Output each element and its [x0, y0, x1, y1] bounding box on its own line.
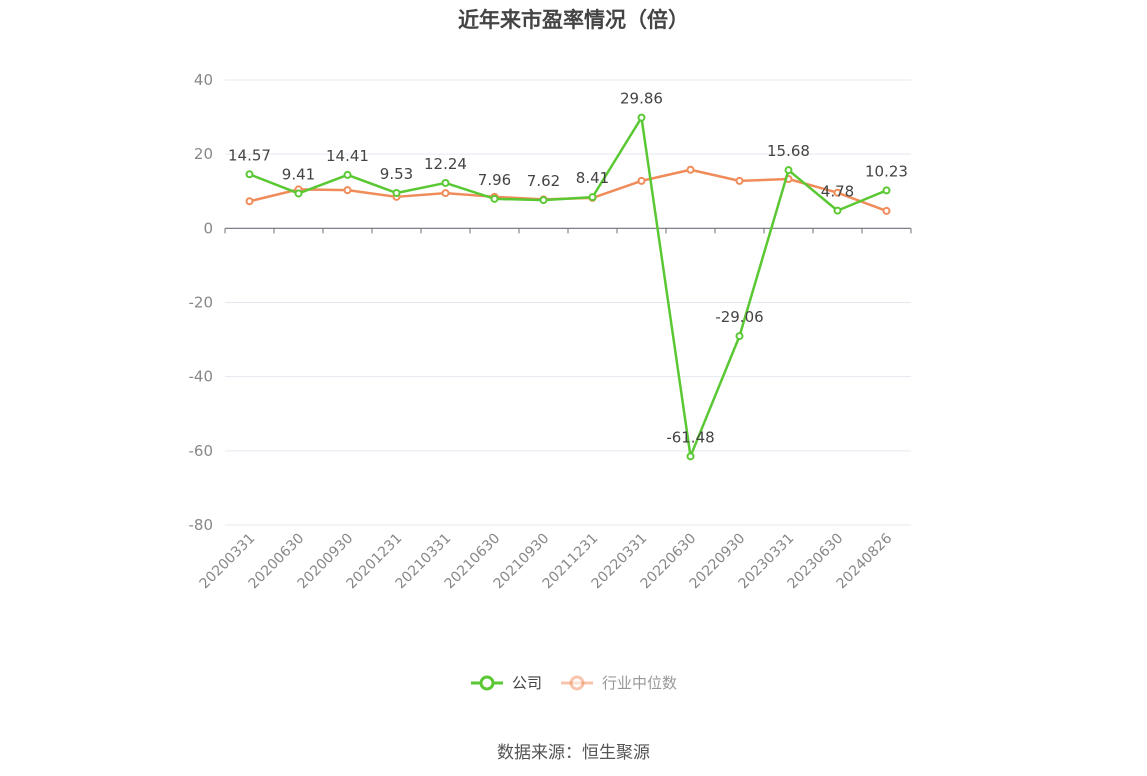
y-tick-label: -60: [189, 442, 214, 460]
y-tick-label: 40: [194, 71, 213, 89]
data-point: [490, 194, 499, 203]
data-point: [686, 165, 695, 174]
series-lines: [245, 113, 891, 461]
line-chart: 40 20 0 -20 -40 -60 -80 2020033120200630202009…: [189, 71, 912, 592]
data-point: [882, 206, 891, 215]
data-point: [637, 113, 646, 122]
legend: 公司 行业中位数: [0, 672, 1147, 693]
y-tick-label: -40: [189, 368, 214, 386]
data-point: [245, 197, 254, 206]
data-source: 数据来源：恒生聚源: [497, 743, 650, 763]
data-label: 7.96: [478, 171, 511, 189]
x-axis-ticks: 2020033120200630202009302020123120210331…: [197, 530, 896, 592]
legend-line-icon: [470, 675, 503, 690]
y-tick-label: 20: [194, 145, 213, 163]
data-label: 9.53: [380, 165, 413, 183]
data-point: [343, 186, 352, 195]
data-label: 14.41: [326, 147, 369, 165]
y-tick-label: -20: [189, 294, 214, 312]
data-label: -61.48: [666, 428, 714, 446]
data-point: [784, 166, 793, 175]
legend-item-company[interactable]: 公司: [470, 672, 542, 693]
data-point: [588, 193, 597, 202]
data-point: [735, 332, 744, 341]
legend-line-icon: [561, 675, 593, 690]
data-point: [441, 189, 450, 198]
data-point: [441, 178, 450, 187]
data-point: [686, 452, 695, 461]
legend-label: 公司: [511, 674, 542, 692]
data-label: -29.06: [715, 308, 763, 326]
data-label: 14.57: [228, 146, 271, 164]
chart-title: 近年来市盈率情况（倍）: [458, 8, 689, 32]
data-label: 29.86: [620, 90, 663, 108]
y-tick-label: -80: [189, 516, 214, 534]
data-point: [882, 186, 891, 195]
legend-label: 行业中位数: [602, 674, 678, 692]
data-label: 7.62: [527, 172, 560, 190]
data-labels: 14.57 9.41 14.41 9.53 12.24 7.96 7.62 8.41 29.86…: [228, 90, 908, 447]
data-point: [245, 170, 254, 179]
data-point: [735, 176, 744, 185]
x-axis: [224, 227, 912, 234]
data-point: [294, 189, 303, 198]
legend-item-industry-median[interactable]: 行业中位数: [560, 672, 677, 693]
data-label: 15.68: [767, 142, 810, 160]
data-label: 12.24: [424, 155, 467, 173]
data-point: [637, 176, 646, 185]
data-point: [343, 170, 352, 179]
y-tick-label: 0: [203, 219, 213, 237]
data-label: 9.41: [282, 165, 315, 183]
data-point: [833, 206, 842, 215]
data-point: [539, 196, 548, 205]
grid-lines: [225, 79, 911, 526]
data-point: [392, 188, 401, 197]
data-point: [833, 188, 842, 197]
y-axis-ticks: 40 20 0 -20 -40 -60 -80: [189, 71, 214, 534]
series-line-0: [249, 116, 887, 458]
data-label: 10.23: [865, 162, 908, 180]
data-label: 8.41: [576, 169, 609, 187]
data-label: 4.78: [821, 183, 854, 201]
